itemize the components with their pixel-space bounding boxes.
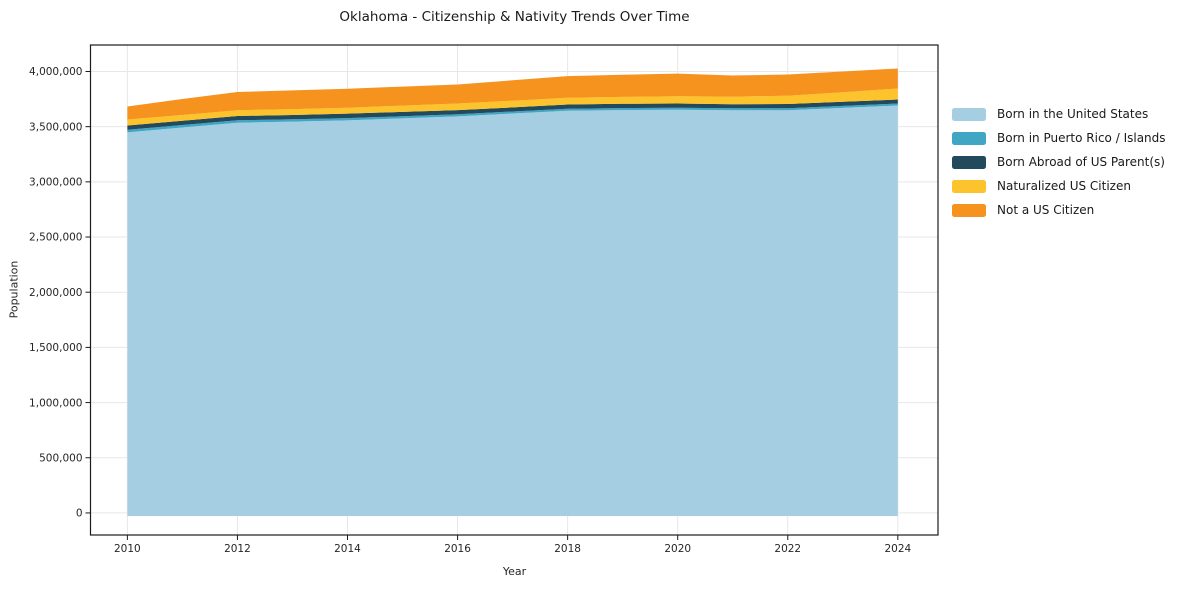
legend-swatch-icon	[952, 179, 986, 193]
y-tick-label: 0	[76, 508, 83, 520]
legend-swatch-icon	[952, 131, 986, 145]
x-axis-label: Year	[502, 565, 527, 578]
legend-item-label: Not a US Citizen	[997, 203, 1095, 217]
x-tick-label: 2012	[224, 543, 251, 555]
chart-title: Oklahoma - Citizenship & Nativity Trends…	[339, 9, 690, 25]
legend-item-label: Born Abroad of US Parent(s)	[997, 155, 1165, 169]
legend: Born in the United States Born in Puerto …	[952, 102, 1166, 222]
y-axis-label: Population	[7, 260, 21, 319]
area-series-5	[127, 68, 898, 120]
legend-item-label: Born in the United States	[997, 107, 1149, 121]
y-tick-label: 500,000	[39, 452, 82, 464]
x-tick-label: 2014	[334, 543, 361, 555]
legend-item-label: Born in Puerto Rico / Islands	[997, 131, 1166, 145]
area-series-1	[127, 105, 898, 516]
x-tick-label: 2024	[884, 543, 911, 555]
y-tick-label: 4,000,000	[29, 66, 82, 78]
x-tick-label: 2016	[444, 543, 471, 555]
x-tick-label: 2022	[774, 543, 801, 555]
y-tick-label: 2,500,000	[29, 232, 82, 244]
legend-item: Born in Puerto Rico / Islands	[952, 126, 1166, 150]
legend-swatch-icon	[952, 107, 986, 121]
x-tick-label: 2010	[114, 543, 141, 555]
legend-item: Born Abroad of US Parent(s)	[952, 150, 1166, 174]
legend-item-label: Naturalized US Citizen	[997, 179, 1131, 193]
area-series-4	[127, 88, 898, 126]
y-tick-label: 3,500,000	[29, 121, 82, 133]
x-tick-label: 2020	[664, 543, 691, 555]
y-tick-label: 1,500,000	[29, 342, 82, 354]
legend-swatch-icon	[952, 203, 986, 217]
y-tick-label: 2,000,000	[29, 287, 82, 299]
plot-border	[89, 44, 939, 536]
y-tick-label: 1,000,000	[29, 397, 82, 409]
y-tick-label: 3,000,000	[29, 177, 82, 189]
legend-item: Born in the United States	[952, 102, 1166, 126]
area-series-3	[127, 99, 898, 130]
x-tick-label: 2018	[554, 543, 581, 555]
legend-item: Naturalized US Citizen	[952, 174, 1166, 198]
legend-swatch-icon	[952, 155, 986, 169]
legend-item: Not a US Citizen	[952, 198, 1166, 222]
